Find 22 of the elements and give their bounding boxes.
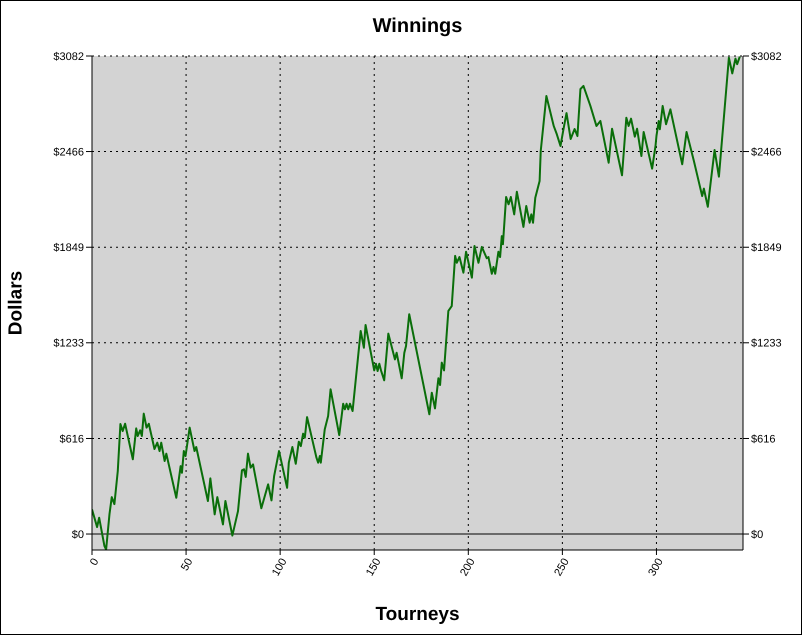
x-tick-label: 0 — [88, 556, 102, 568]
x-tick-label: 100 — [270, 556, 290, 578]
y2-tick-label: $1233 — [751, 338, 782, 350]
y-tick-label: $3082 — [53, 50, 84, 63]
y-tick-label: $616 — [60, 433, 84, 446]
y-tick-label: $0 — [72, 528, 84, 541]
y-tick-label: $1849 — [53, 242, 84, 254]
y2-tick-label: $3082 — [751, 50, 782, 63]
y-axis-title: Dollars — [6, 270, 27, 336]
y2-tick-label: $2466 — [751, 146, 782, 158]
x-tick-label: 50 — [178, 556, 196, 574]
y2-tick-label: $0 — [751, 528, 764, 541]
y2-tick-label: $616 — [751, 433, 776, 446]
chart-title: Winnings — [372, 15, 464, 38]
x-tick-label: 150 — [364, 556, 384, 578]
y-tick-label: $1233 — [53, 338, 84, 350]
x-tick-label: 300 — [646, 556, 666, 578]
x-tick-label: 200 — [458, 556, 478, 578]
x-axis-title: Tourneys — [375, 604, 460, 625]
x-tick-label: 250 — [552, 556, 572, 578]
y-tick-label: $2466 — [53, 146, 84, 158]
y2-tick-label: $1849 — [751, 242, 782, 254]
